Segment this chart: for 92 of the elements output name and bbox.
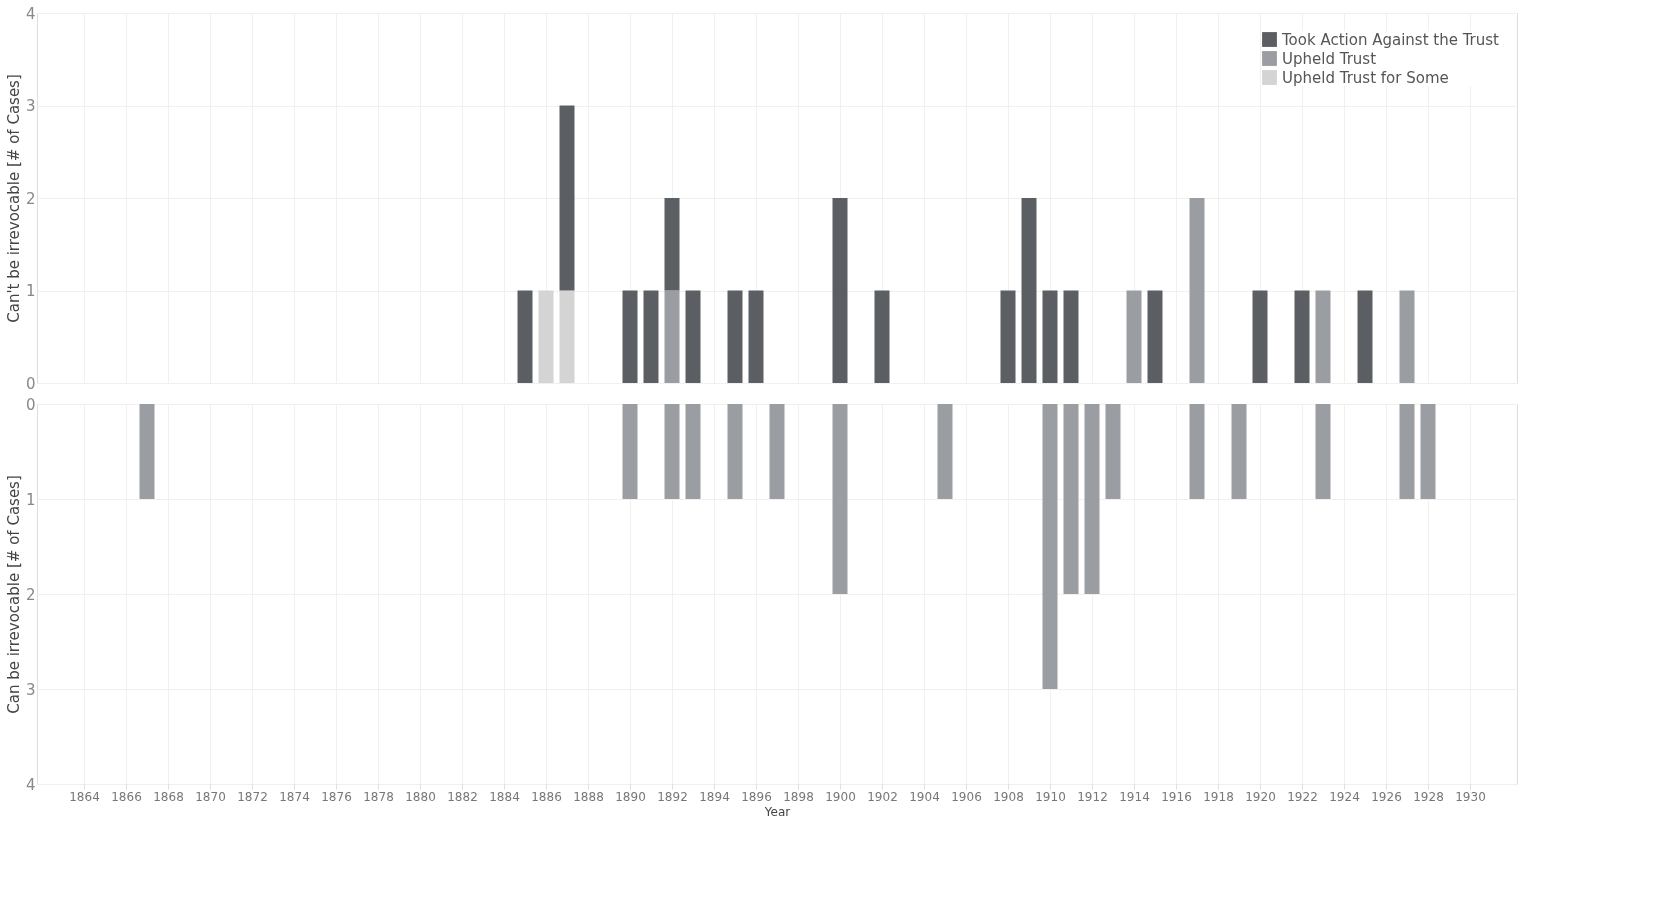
- y-tick-label: 3: [25, 97, 36, 115]
- x-tick-label: 1868: [153, 789, 184, 804]
- bar: [832, 404, 848, 594]
- x-tick-label: 1884: [489, 789, 520, 804]
- bar: [769, 404, 785, 499]
- bar: [664, 290, 680, 383]
- x-tick-label: 1908: [993, 789, 1024, 804]
- bar: [937, 404, 953, 499]
- bar: [1105, 404, 1121, 499]
- bar: [1357, 290, 1373, 383]
- x-tick-label: 1928: [1413, 789, 1444, 804]
- x-tick-label: 1866: [111, 789, 142, 804]
- bar: [1294, 290, 1310, 383]
- x-tick-label: 1864: [69, 789, 100, 804]
- x-tick-label: 1882: [447, 789, 478, 804]
- y-tick-label: 4: [25, 4, 36, 23]
- bar: [1021, 198, 1037, 383]
- bar: [1042, 404, 1058, 689]
- bar: [1189, 404, 1205, 499]
- bar: [643, 290, 659, 383]
- x-tick-label: 1910: [1035, 789, 1066, 804]
- bar: [538, 290, 554, 383]
- y-tick-label: 4: [25, 775, 36, 794]
- x-tick-label: 1914: [1119, 789, 1150, 804]
- y-tick-label: 0: [25, 374, 36, 393]
- bar: [874, 290, 890, 383]
- x-tick-label: 1878: [363, 789, 394, 804]
- y-tick-label: 2: [25, 189, 36, 208]
- bar: [1000, 290, 1016, 383]
- bar: [1084, 404, 1100, 594]
- bar: [727, 404, 743, 499]
- legend-label: Upheld Trust for Some: [1282, 68, 1449, 87]
- bar: [748, 290, 764, 383]
- x-tick-label: 1892: [657, 789, 688, 804]
- bar: [622, 290, 638, 383]
- bar: [559, 105, 575, 291]
- bar: [1126, 290, 1142, 383]
- x-tick-label: 1872: [237, 789, 268, 804]
- x-tick-label: 1894: [699, 789, 730, 804]
- x-tick-label: 1902: [867, 789, 898, 804]
- bar: [517, 290, 533, 383]
- y-tick-label: 2: [25, 585, 36, 604]
- x-tick-label: 1880: [405, 789, 436, 804]
- bar: [832, 198, 848, 383]
- bar: [1420, 404, 1436, 499]
- x-tick-label: 1918: [1203, 789, 1234, 804]
- bar: [1063, 290, 1079, 383]
- bar: [664, 404, 680, 499]
- bar: [664, 198, 680, 291]
- y-tick-label: 3: [25, 680, 36, 699]
- y-tick-label: 1: [25, 490, 36, 509]
- x-tick-label: 1904: [909, 789, 940, 804]
- bar: [1147, 290, 1163, 383]
- legend-label: Took Action Against the Trust: [1281, 30, 1500, 49]
- x-tick-label: 1930: [1455, 789, 1486, 804]
- x-tick-label: 1876: [321, 789, 352, 804]
- bar: [1315, 290, 1331, 383]
- x-tick-label: 1906: [951, 789, 982, 804]
- bar: [1399, 404, 1415, 499]
- bar: [1399, 290, 1415, 383]
- bar: [685, 404, 701, 499]
- x-axis-title: Year: [763, 804, 791, 819]
- bar: [1252, 290, 1268, 383]
- x-tick-label: 1922: [1287, 789, 1318, 804]
- x-tick-label: 1888: [573, 789, 604, 804]
- x-tick-label: 1886: [531, 789, 562, 804]
- x-tick-label: 1920: [1245, 789, 1276, 804]
- x-tick-label: 1912: [1077, 789, 1108, 804]
- x-tick-label: 1870: [195, 789, 226, 804]
- y-tick-label: 0: [25, 395, 36, 414]
- y-axis-title: Can be irrevocable [# of Cases]: [4, 475, 23, 714]
- x-tick-label: 1924: [1329, 789, 1360, 804]
- x-tick-label: 1916: [1161, 789, 1192, 804]
- bar: [1189, 198, 1205, 383]
- bar: [559, 290, 575, 383]
- y-axis-title: Can't be irrevocable [# of Cases]: [4, 74, 23, 323]
- bar: [1231, 404, 1247, 499]
- bar: [1315, 404, 1331, 499]
- bar: [139, 404, 155, 499]
- bar: [685, 290, 701, 383]
- x-tick-label: 1898: [783, 789, 814, 804]
- x-tick-label: 1926: [1371, 789, 1402, 804]
- bar: [1042, 290, 1058, 383]
- y-tick-label: 1: [25, 282, 36, 300]
- x-tick-label: 1874: [279, 789, 310, 804]
- bar: [1063, 404, 1079, 594]
- x-tick-label: 1900: [825, 789, 856, 804]
- bar: [727, 290, 743, 383]
- x-tick-label: 1890: [615, 789, 646, 804]
- bar: [622, 404, 638, 499]
- x-tick-label: 1896: [741, 789, 772, 804]
- legend-label: Upheld Trust: [1282, 49, 1377, 68]
